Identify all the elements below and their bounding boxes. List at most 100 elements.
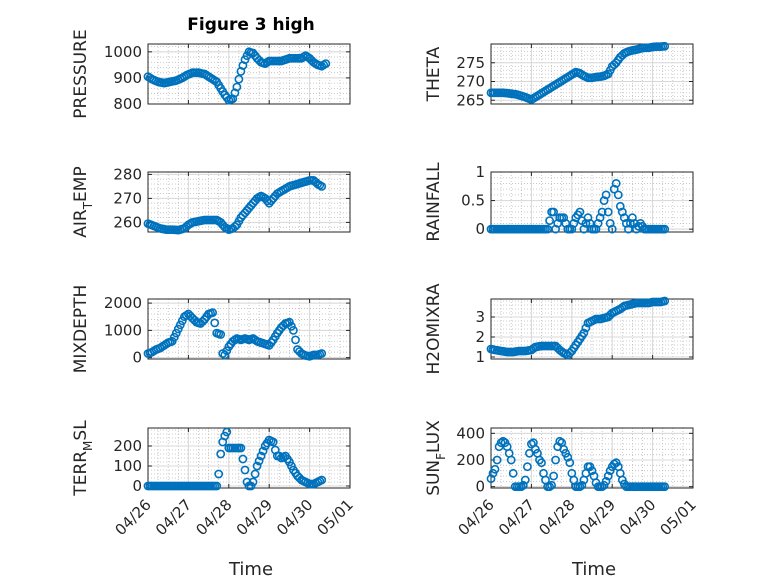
data-point — [518, 480, 528, 490]
y-tick-label: 800 — [113, 95, 142, 113]
data-point — [238, 454, 248, 464]
data-point — [605, 218, 615, 228]
data-point — [615, 201, 625, 211]
data-point — [288, 325, 298, 335]
y-tick-label: 265 — [456, 91, 485, 109]
series-markers — [486, 178, 670, 234]
data-point — [212, 481, 222, 491]
data-point — [609, 184, 619, 194]
y-axis-label: RAINFALL — [424, 162, 444, 242]
data-point — [549, 471, 558, 481]
data-point — [575, 207, 585, 217]
axes-box — [490, 43, 694, 105]
data-point — [173, 324, 183, 334]
data-point — [599, 196, 609, 205]
data-point — [581, 323, 591, 333]
data-point — [236, 443, 246, 453]
data-point — [171, 328, 181, 338]
data-point — [317, 349, 327, 358]
data-point — [595, 213, 605, 223]
y-tick-label: 0 — [132, 349, 142, 367]
data-point — [232, 82, 242, 92]
axes-box — [147, 427, 351, 489]
series-markers — [486, 436, 670, 492]
data-point — [486, 474, 496, 484]
data-point — [169, 332, 179, 342]
data-point — [567, 224, 577, 234]
data-point — [597, 207, 607, 217]
y-axis-label-rest: SL — [71, 420, 91, 441]
data-point — [234, 74, 244, 84]
y-tick-label: 260 — [113, 213, 142, 231]
data-point — [585, 218, 595, 228]
data-point — [545, 216, 554, 225]
y-tick-label: 1000 — [104, 43, 142, 61]
data-point — [208, 308, 217, 317]
y-tick-label: 270 — [113, 189, 142, 207]
y-axis-label-rest: EMP — [71, 166, 91, 202]
y-tick-label: 0 — [132, 477, 142, 495]
y-tick-label: 1000 — [104, 321, 142, 339]
y-axis-label-subscript: M — [81, 441, 95, 451]
data-point — [603, 471, 613, 481]
data-point — [579, 224, 589, 234]
data-point — [549, 207, 558, 217]
y-tick-label: 1 — [475, 348, 485, 366]
y-tick-label: 900 — [113, 69, 142, 87]
data-point — [250, 469, 260, 479]
data-point — [274, 451, 284, 461]
series-markers — [143, 308, 327, 361]
data-point — [240, 465, 250, 475]
data-point — [258, 446, 268, 456]
subplot-mixdepth: 0 1000 2000 MIXDEPTH — [71, 285, 351, 374]
data-point — [254, 456, 264, 466]
data-point — [214, 469, 224, 479]
data-point — [601, 476, 611, 486]
y-axis-label: SUNFLUX — [424, 420, 448, 496]
data-point — [551, 455, 560, 465]
data-point — [626, 218, 635, 228]
data-point — [607, 224, 617, 234]
y-axis-label-subscript: F — [434, 453, 448, 460]
data-point — [222, 427, 232, 437]
y-tick-label: 275 — [456, 54, 485, 72]
y-axis-label: THETA — [424, 46, 444, 102]
data-point — [284, 317, 294, 327]
y-axis-label-rest: LUX — [424, 420, 444, 453]
data-point — [520, 475, 530, 485]
data-point — [660, 482, 670, 492]
data-point — [291, 335, 300, 345]
axes-box — [147, 171, 351, 233]
data-point — [601, 190, 611, 200]
y-axis-label-subscript: T — [81, 201, 95, 210]
data-point — [210, 318, 220, 328]
axes-box — [147, 298, 351, 360]
data-point — [220, 350, 230, 360]
data-point — [216, 449, 226, 459]
data-point — [587, 466, 597, 476]
data-point — [559, 213, 569, 223]
y-axis-label: H2OMIXRA — [424, 283, 444, 374]
data-point — [579, 328, 589, 338]
data-point — [506, 455, 516, 465]
subplot-rainfall: 0 0.5 1 RAINFALL — [424, 162, 694, 242]
y-axis-label: PRESSURE — [71, 29, 91, 118]
y-tick-label: 1 — [475, 163, 485, 181]
y-axis-label-main: TERR — [71, 451, 91, 497]
data-point — [611, 178, 621, 188]
y-tick-label: 0.5 — [461, 192, 485, 210]
data-point — [216, 330, 226, 339]
data-point — [660, 224, 670, 234]
data-point — [222, 346, 232, 356]
data-point — [583, 213, 593, 223]
data-point — [563, 452, 573, 462]
y-axis-label: AIRTEMP — [71, 166, 95, 237]
y-tick-label: 200 — [456, 451, 485, 469]
data-point — [569, 218, 579, 228]
y-axis-label: TERRMSL — [71, 420, 95, 497]
series-markers — [143, 175, 327, 235]
data-point — [256, 451, 266, 461]
y-axis-label: MIXDEPTH — [71, 285, 91, 374]
